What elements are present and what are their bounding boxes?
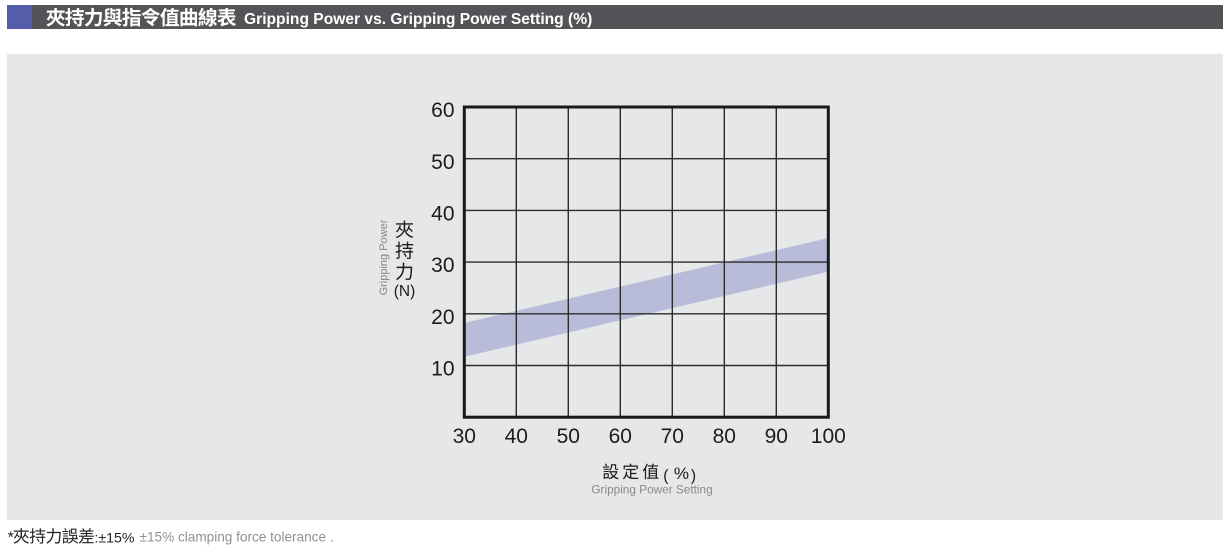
svg-text:80: 80 [713, 425, 736, 448]
svg-text:30: 30 [431, 254, 454, 277]
svg-text:(N): (N) [394, 283, 416, 300]
svg-text:Gripping Power: Gripping Power [378, 219, 390, 295]
svg-text:40: 40 [431, 203, 454, 226]
svg-text:50: 50 [431, 151, 454, 174]
svg-text:60: 60 [431, 99, 454, 122]
svg-text:Gripping Power vs. Gripping Po: Gripping Power vs. Gripping Power Settin… [244, 11, 592, 28]
svg-text:20: 20 [431, 306, 454, 329]
svg-text:50: 50 [557, 425, 580, 448]
svg-text:100: 100 [811, 425, 846, 448]
svg-text:70: 70 [661, 425, 684, 448]
svg-text:): ) [691, 468, 696, 485]
svg-text:60: 60 [609, 425, 632, 448]
svg-text:Gripping Power Setting: Gripping Power Setting [591, 483, 712, 497]
svg-text::±15%: :±15% [94, 530, 135, 546]
svg-text:90: 90 [765, 425, 788, 448]
svg-text:40: 40 [505, 425, 528, 448]
svg-text:10: 10 [431, 358, 454, 381]
svg-text:30: 30 [453, 425, 476, 448]
svg-text:±15% clamping force tolerance: ±15% clamping force tolerance . [140, 530, 334, 545]
svg-text:%: % [674, 464, 689, 483]
svg-text:(: ( [663, 468, 669, 485]
svg-text:*: * [8, 529, 14, 546]
